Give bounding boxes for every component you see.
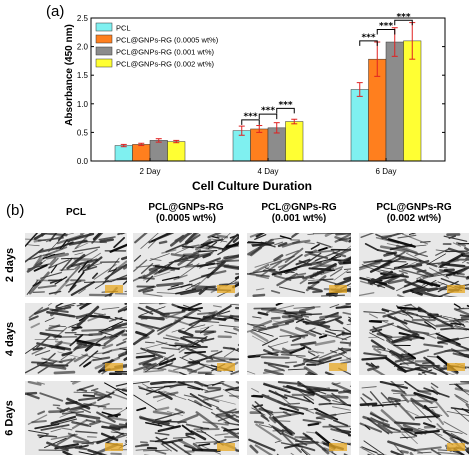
scale-bar (447, 285, 465, 293)
significance-bracket (376, 28, 396, 35)
significance-stars: *** (361, 33, 375, 43)
micrograph-grid: (b) PCL PCL@GNPs-RG (0.0005 wt%) PCL@GNPs-… (0, 198, 474, 458)
bar (285, 121, 304, 162)
y-axis-title: Absorbance (450 nm) (64, 24, 75, 126)
y-tick-label: 0.5 (77, 128, 89, 137)
legend-label: PCL@GNPs-RG (0.002 wt%) (116, 60, 215, 69)
significance-stars: *** (278, 100, 292, 110)
y-tick-label: 0.0 (77, 157, 89, 166)
micrograph-image (247, 381, 351, 455)
legend-swatch (95, 34, 113, 44)
y-tick-label: 2.5 (77, 14, 89, 23)
scale-bar (217, 285, 235, 293)
panel-b-label: (b) (6, 202, 25, 219)
x-axis-title: Cell Culture Duration (192, 179, 312, 193)
column-header: PCL@GNPs-RG (0.0005 wt%) (148, 202, 224, 224)
x-tick-label: 6 Day (376, 167, 397, 176)
scale-bar (329, 285, 347, 293)
significance-bracket (258, 113, 278, 120)
micrograph-image (25, 233, 127, 297)
micrograph-image (133, 233, 239, 297)
scale-bar (217, 363, 235, 371)
chart-panel: (a) 0.0 0.5 1.0 1.5 2.0 2.5 2 Day 4 Day 6 Day **… (0, 0, 474, 196)
y-tick-label: 2.0 (77, 43, 89, 52)
x-tick-label: 2 Day (140, 167, 161, 176)
row-label: 4 days (4, 321, 16, 357)
scale-bar (447, 443, 465, 451)
legend-label: PCL@GNPs-RG (0.001 wt%) (116, 48, 215, 57)
scale-bar (217, 443, 235, 451)
column-header: PCL (66, 207, 86, 218)
legend-label: PCL (116, 24, 131, 33)
panel-a-label: (a) (46, 3, 64, 20)
row-label: 6 Days (4, 400, 17, 436)
bar (132, 144, 151, 162)
x-tick-label: 4 Day (258, 167, 279, 176)
bar (114, 145, 133, 162)
y-tick-label: 1.5 (77, 71, 89, 80)
bar (350, 89, 369, 162)
significance-stars: *** (261, 106, 275, 116)
bar (149, 140, 168, 162)
micrograph-image (247, 233, 351, 297)
scale-bar (105, 443, 123, 451)
bar (167, 141, 186, 162)
significance-bracket (394, 19, 413, 26)
significance-bracket (276, 107, 295, 114)
scale-bar (329, 443, 347, 451)
absorbance-bar-chart: (a) 0.0 0.5 1.0 1.5 2.0 2.5 2 Day 4 Day 6 Day **… (46, 3, 446, 193)
significance-stars: *** (379, 21, 393, 31)
micrograph-image (25, 381, 127, 455)
significance-stars: *** (396, 12, 410, 22)
scale-bar (329, 363, 347, 371)
micrograph-image (359, 233, 469, 297)
scale-bar (105, 363, 123, 371)
micrograph-image (359, 303, 469, 375)
legend-swatch (95, 46, 113, 56)
significance-bracket (241, 119, 260, 125)
legend-swatch (95, 22, 113, 32)
scale-bar (447, 363, 465, 371)
legend-swatch (95, 58, 113, 68)
bar (385, 41, 404, 162)
significance-stars: *** (243, 112, 257, 122)
micrograph-image (359, 381, 469, 455)
scale-bar (105, 285, 123, 293)
micrograph-image (133, 381, 239, 455)
micrograph-image (247, 303, 351, 375)
micrograph-image (25, 303, 127, 375)
column-header: PCL@GNPs-RG (0.001 wt%) (261, 202, 337, 224)
y-tick-label: 1.0 (77, 100, 89, 109)
micrograph-image (133, 303, 239, 375)
bar (250, 128, 269, 162)
column-header: PCL@GNPs-RG (0.002 wt%) (376, 202, 452, 224)
legend-label: PCL@GNPs-RG (0.0005 wt%) (116, 36, 219, 45)
row-label: 2 days (4, 247, 16, 283)
significance-bracket (359, 40, 378, 46)
